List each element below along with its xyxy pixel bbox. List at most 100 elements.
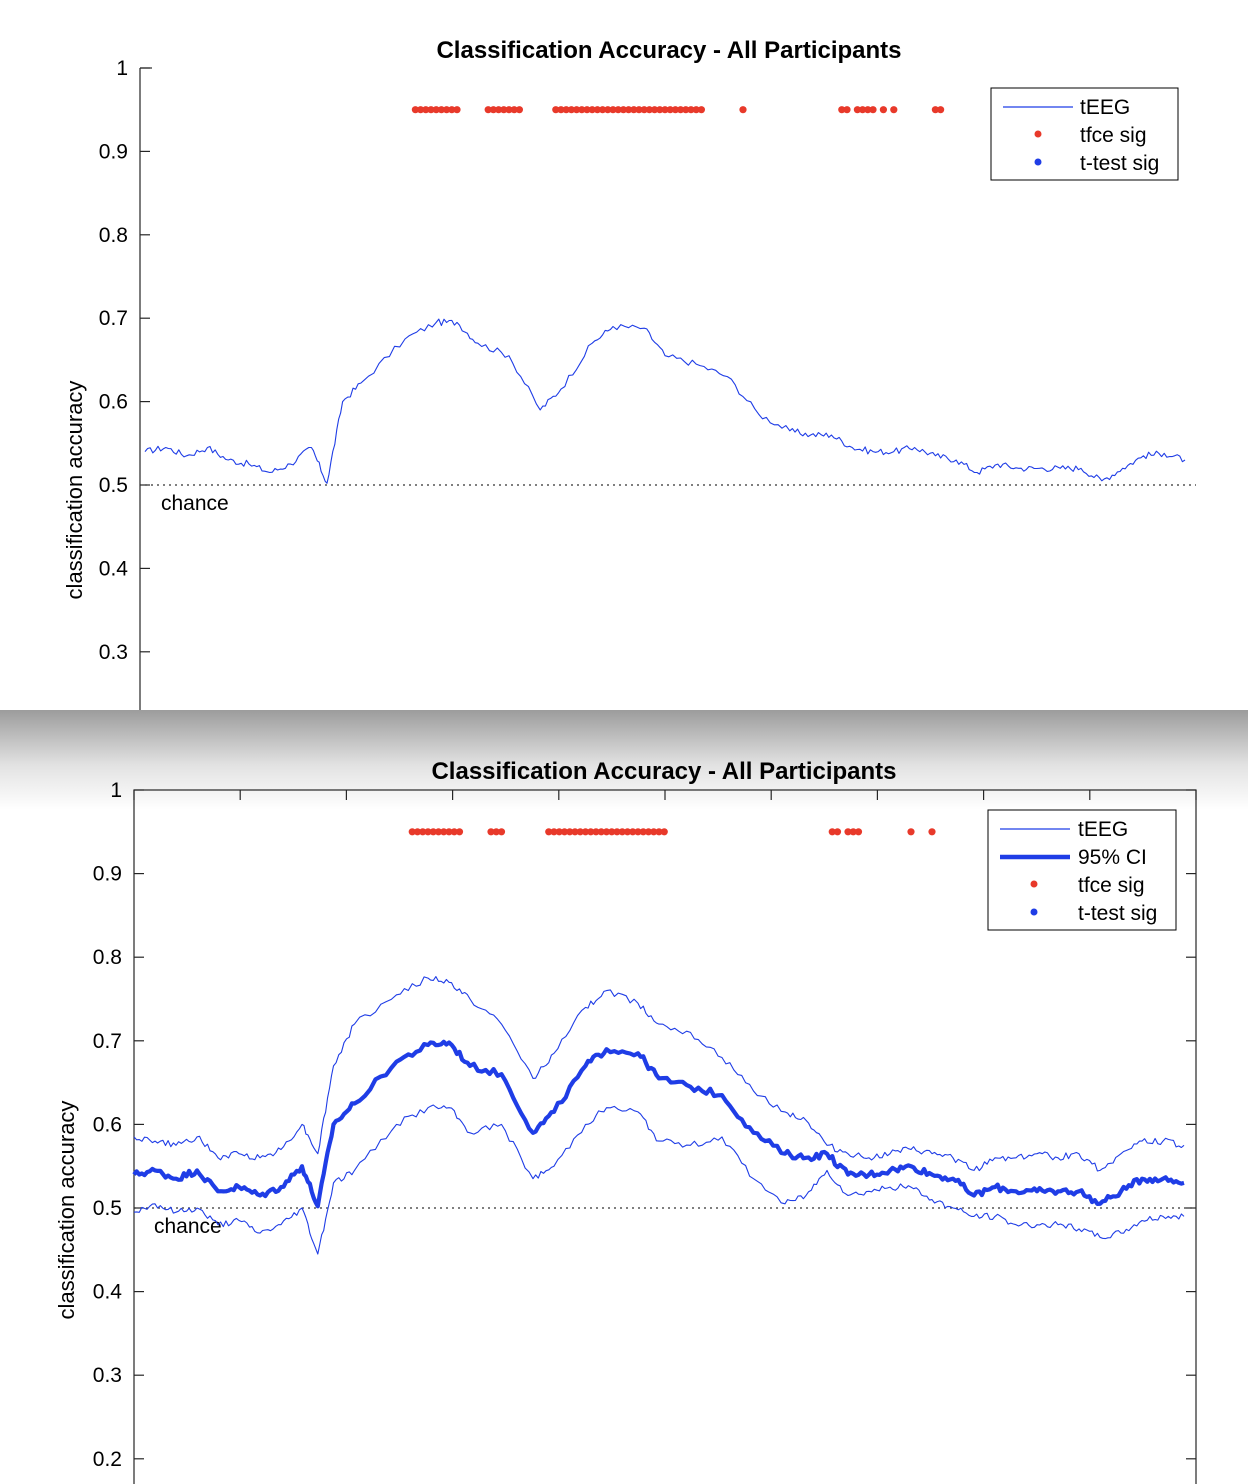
legend-tfce-swatch [1034,130,1042,138]
sig-dot [828,828,836,836]
sig-dot [550,828,558,836]
sig-dot [417,106,425,114]
y-tick-label: 0.8 [93,946,122,969]
sig-dot [634,828,642,836]
sig-dot [639,828,647,836]
sig-dot [592,828,600,836]
sig-dot [555,828,563,836]
sig-dot [879,106,888,114]
sig-dot [453,106,461,114]
sig-dot [432,106,440,114]
sig-dot [445,828,453,836]
sig-dot [655,828,663,836]
y-tick-label: 0.7 [93,1030,122,1053]
legend-box [987,809,1177,931]
y-ticks: 1 0.9 0.8 0.7 0.6 0.5 0.4 0.3 [99,57,150,664]
sig-dot [660,828,668,836]
series-group [144,106,1186,484]
sig-dot [618,828,626,836]
sig-dot [666,106,674,114]
sig-dot [505,106,513,114]
sig-dot [495,106,503,114]
sig-dot [560,828,569,836]
y-tick-label: 0.8 [99,224,128,247]
sig-dot [440,828,448,836]
sig-dot [597,828,605,836]
legend-ttest-label: t-test sig [1080,152,1159,175]
sig-dot [587,828,595,836]
sig-dot [838,106,846,114]
sig-dot [650,828,658,836]
sig-dot [497,828,506,836]
sig-dot [429,828,437,836]
series-line [133,976,1185,1172]
sig-dot [619,106,628,114]
sig-dot [411,106,419,114]
sig-dot [844,828,852,836]
chance-label: chance [161,492,229,515]
sig-dot [557,106,565,114]
y-tick-label: 0.7 [99,307,128,330]
sig-dot [593,106,602,114]
series-line [144,318,1186,484]
sig-dot [890,106,898,114]
sig-dot [677,106,685,114]
series-line [133,1104,1185,1255]
sig-dot [671,106,680,114]
sig-dot [859,106,867,114]
y-axis-label: classification accuracy [54,1101,79,1320]
sig-dot [510,106,518,114]
sig-dot [588,106,596,114]
sig-dot [422,106,430,114]
sig-dot [613,828,621,836]
series-group [132,828,1185,1255]
y-tick-label: 0.5 [93,1197,122,1220]
sig-dot [571,828,579,836]
bottom-figure-panel: Classification Accuracy - All Participan… [0,710,1248,1484]
sig-dot [487,828,495,836]
sig-dot [599,106,607,114]
sig-dot [545,828,553,836]
sig-dot [604,106,612,114]
sig-dot [833,828,842,836]
sig-dot [455,828,464,836]
y-axis-label: classification accuracy [62,381,87,600]
sig-dot [562,106,570,114]
sig-dot [578,106,586,114]
sig-dot [697,106,706,114]
sig-dot [640,106,648,114]
legend-ttest-swatch [1030,908,1038,916]
sig-dot [937,106,945,114]
y-tick-label: 0.4 [99,557,129,580]
sig-dot [419,828,427,836]
sig-dot [437,106,445,114]
sig-dot [583,106,591,114]
y-ticks: 1 0.9 0.8 0.7 0.6 0.5 0.4 0.3 0.2 [93,779,1196,1471]
sig-dot [609,106,617,114]
sig-dot [443,106,451,114]
sig-dot [552,106,560,114]
chart-title: Classification Accuracy - All Participan… [431,758,896,785]
sig-dot [608,828,616,836]
chart-top: Classification Accuracy - All Participan… [62,37,1196,710]
sig-dot [661,106,669,114]
sig-dot [687,106,695,114]
legend: tEEG tfce sig t-test sig [990,87,1179,181]
y-tick-label: 0.9 [93,863,122,886]
sig-dot [651,106,659,114]
legend: tEEG 95% CI tfce sig t-test sig [987,809,1177,931]
sig-dot [853,106,862,114]
sig-dot [614,106,622,114]
sig-dot [448,106,456,114]
chart-bottom: Classification Accuracy - All Participan… [54,758,1197,1484]
sig-dot [854,828,863,836]
y-tick-label: 1 [110,779,122,802]
sig-dot [645,106,654,114]
y-tick-label: 0.5 [99,474,128,497]
sig-dot [692,106,700,114]
y-tick-label: 0.6 [93,1113,122,1136]
legend-teeg-label: tEEG [1078,818,1128,841]
sig-dot [489,106,497,114]
legend-tfce-label: tfce sig [1080,124,1147,147]
sig-dot [427,106,435,114]
